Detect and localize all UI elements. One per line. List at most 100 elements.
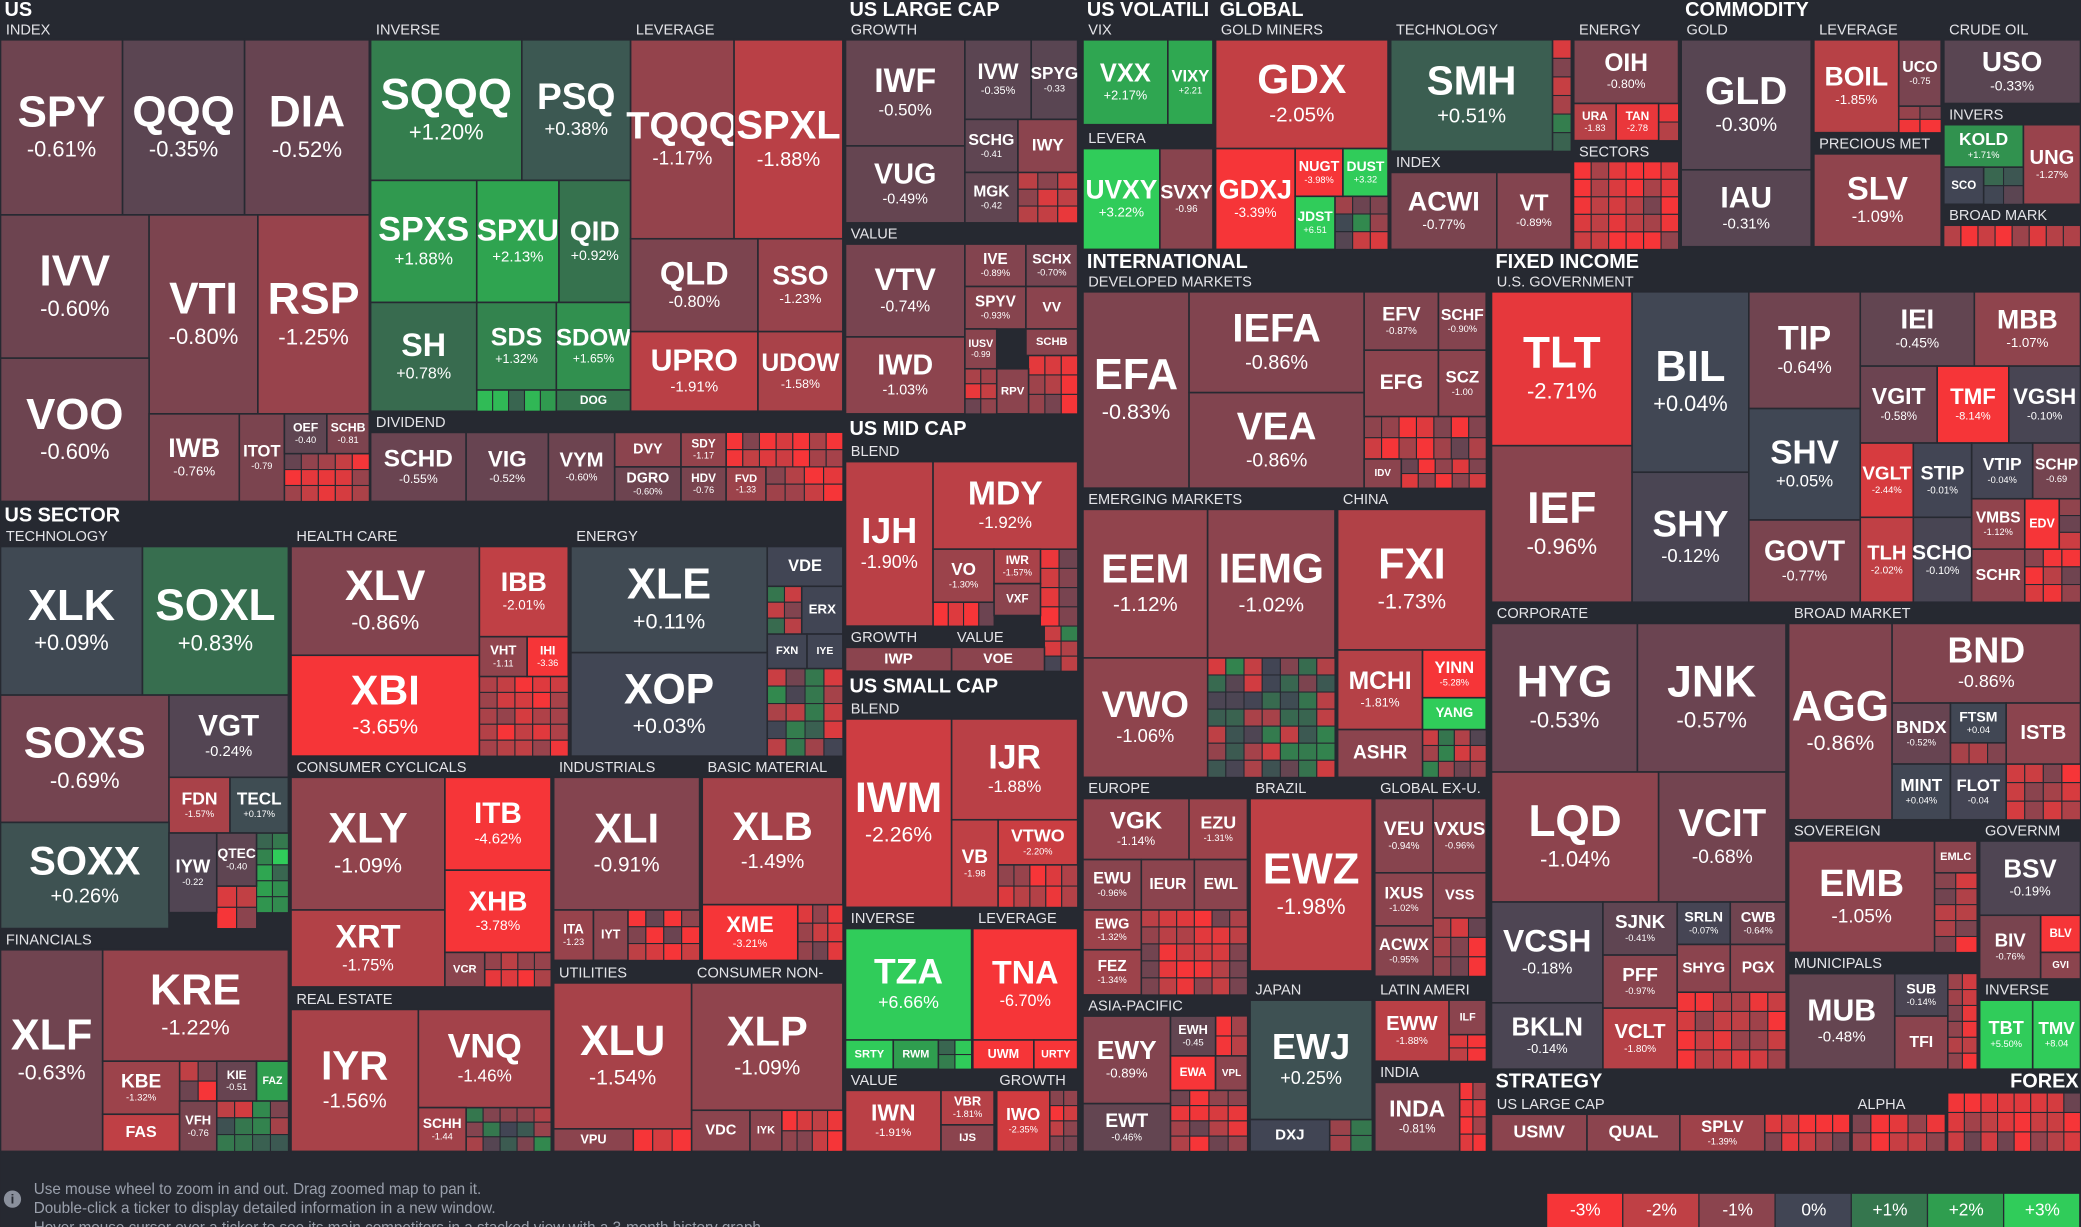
minor-tile[interactable] xyxy=(283,484,302,502)
minor-tile[interactable] xyxy=(1551,132,1572,152)
minor-tile[interactable] xyxy=(781,1109,798,1132)
minor-tile[interactable] xyxy=(1261,725,1281,744)
etf-tile[interactable] xyxy=(1188,291,1365,394)
etf-tile[interactable] xyxy=(800,585,844,635)
minor-tile[interactable] xyxy=(1229,977,1248,996)
etf-tile[interactable] xyxy=(592,909,629,962)
minor-tile[interactable] xyxy=(269,1100,289,1119)
minor-tile[interactable] xyxy=(1625,196,1645,215)
minor-tile[interactable] xyxy=(1398,437,1417,460)
minor-tile[interactable] xyxy=(1421,729,1439,747)
minor-tile[interactable] xyxy=(2046,1131,2065,1152)
minor-tile[interactable] xyxy=(1017,188,1039,207)
minor-tile[interactable] xyxy=(1207,708,1227,727)
minor-tile[interactable] xyxy=(1468,473,1487,489)
minor-tile[interactable] xyxy=(1140,909,1160,928)
minor-tile[interactable] xyxy=(1434,458,1453,475)
etf-tile[interactable] xyxy=(0,694,170,824)
etf-tile[interactable] xyxy=(844,1039,895,1070)
minor-tile[interactable] xyxy=(1573,196,1592,215)
minor-tile[interactable] xyxy=(1573,161,1592,180)
minor-tile[interactable] xyxy=(1057,205,1079,224)
minor-tile[interactable] xyxy=(532,739,552,757)
minor-tile[interactable] xyxy=(825,449,844,468)
minor-tile[interactable] xyxy=(645,926,665,945)
etf-tile[interactable] xyxy=(1978,840,2081,917)
minor-tile[interactable] xyxy=(256,848,273,866)
etf-tile[interactable] xyxy=(1082,147,1161,251)
etf-tile[interactable] xyxy=(1787,622,1893,821)
etf-tile[interactable] xyxy=(1943,38,2081,105)
minor-tile[interactable] xyxy=(492,389,510,412)
minor-tile[interactable] xyxy=(1208,1135,1229,1152)
minor-tile[interactable] xyxy=(1551,57,1572,78)
minor-tile[interactable] xyxy=(823,738,844,757)
minor-tile[interactable] xyxy=(2005,800,2026,821)
minor-tile[interactable] xyxy=(2011,224,2030,248)
minor-tile[interactable] xyxy=(1949,742,1970,765)
minor-tile[interactable] xyxy=(1977,224,1996,248)
etf-tile[interactable] xyxy=(964,243,1027,288)
minor-tile[interactable] xyxy=(1058,548,1079,569)
minor-tile[interactable] xyxy=(765,466,786,485)
etf-tile[interactable] xyxy=(1636,622,1787,773)
minor-tile[interactable] xyxy=(1712,1049,1733,1070)
minor-tile[interactable] xyxy=(1400,473,1419,489)
etf-tile[interactable] xyxy=(757,237,844,333)
minor-tile[interactable] xyxy=(766,617,786,635)
minor-tile[interactable] xyxy=(1176,977,1195,996)
minor-tile[interactable] xyxy=(652,1128,673,1152)
etf-tile[interactable] xyxy=(701,903,799,962)
etf-tile[interactable] xyxy=(1680,38,1812,171)
minor-tile[interactable] xyxy=(1712,1030,1733,1051)
minor-tile[interactable] xyxy=(1448,1047,1469,1062)
minor-tile[interactable] xyxy=(804,685,825,705)
minor-tile[interactable] xyxy=(1888,1132,1909,1152)
etf-tile[interactable] xyxy=(844,243,966,338)
minor-tile[interactable] xyxy=(1398,415,1417,439)
minor-tile[interactable] xyxy=(1963,1111,1982,1133)
minor-tile[interactable] xyxy=(1573,231,1592,250)
etf-tile[interactable] xyxy=(806,633,844,670)
minor-tile[interactable] xyxy=(1643,196,1662,215)
minor-tile[interactable] xyxy=(766,668,787,687)
etf-tile[interactable] xyxy=(932,460,1079,550)
minor-tile[interactable] xyxy=(1997,1111,2015,1133)
minor-tile[interactable] xyxy=(808,449,827,468)
minor-tile[interactable] xyxy=(1961,1036,1978,1054)
etf-tile[interactable] xyxy=(1891,622,2081,704)
minor-tile[interactable] xyxy=(1261,657,1281,676)
minor-tile[interactable] xyxy=(1798,1132,1817,1152)
minor-tile[interactable] xyxy=(271,848,289,866)
minor-tile[interactable] xyxy=(796,1130,813,1152)
etf-tile[interactable] xyxy=(417,1008,552,1109)
minor-tile[interactable] xyxy=(1063,1105,1079,1122)
minor-tile[interactable] xyxy=(2024,763,2044,784)
minor-tile[interactable] xyxy=(1158,909,1178,928)
minor-tile[interactable] xyxy=(1590,213,1610,233)
minor-tile[interactable] xyxy=(758,431,777,451)
minor-tile[interactable] xyxy=(1063,1089,1079,1107)
minor-tile[interactable] xyxy=(1437,760,1455,778)
etf-tile[interactable] xyxy=(950,818,999,909)
etf-tile[interactable] xyxy=(215,832,258,887)
minor-tile[interactable] xyxy=(517,951,535,971)
etf-tile[interactable] xyxy=(964,285,1027,330)
minor-tile[interactable] xyxy=(1767,1030,1787,1051)
minor-tile[interactable] xyxy=(549,691,569,709)
etf-tile[interactable] xyxy=(1897,38,1942,107)
minor-tile[interactable] xyxy=(1608,161,1627,180)
etf-tile[interactable] xyxy=(1676,901,1732,946)
minor-tile[interactable] xyxy=(1225,657,1245,676)
minor-tile[interactable] xyxy=(514,723,534,741)
minor-tile[interactable] xyxy=(2042,800,2063,821)
etf-tile[interactable] xyxy=(1249,999,1373,1121)
minor-tile[interactable] xyxy=(997,864,1015,887)
minor-tile[interactable] xyxy=(1350,1119,1373,1137)
minor-tile[interactable] xyxy=(1947,973,1963,991)
etf-tile[interactable] xyxy=(478,545,570,638)
minor-tile[interactable] xyxy=(766,685,787,705)
minor-tile[interactable] xyxy=(1140,943,1160,962)
minor-tile[interactable] xyxy=(2058,531,2081,550)
etf-tile[interactable] xyxy=(964,328,998,370)
